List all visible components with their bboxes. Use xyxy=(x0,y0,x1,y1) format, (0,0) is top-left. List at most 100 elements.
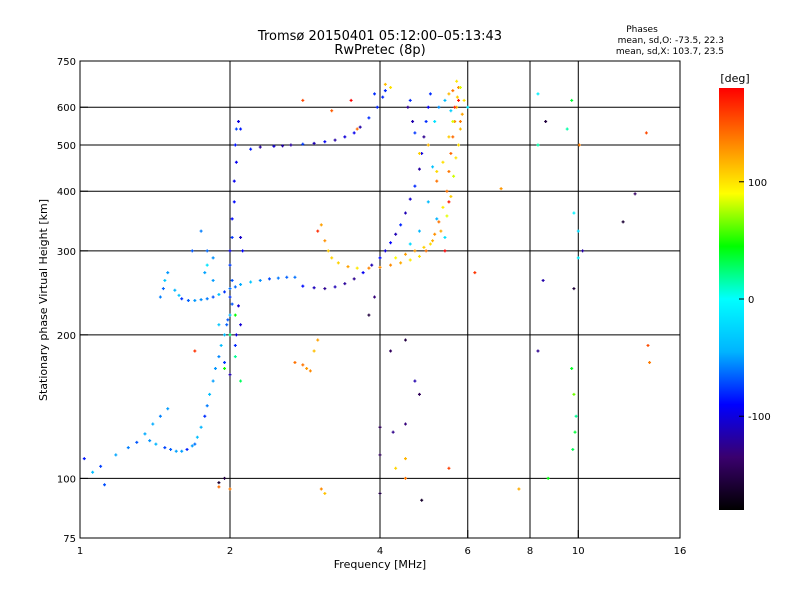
data-point xyxy=(233,343,237,347)
data-point xyxy=(316,229,320,233)
data-point xyxy=(389,349,393,353)
data-point xyxy=(403,252,407,256)
data-point xyxy=(301,284,305,288)
data-point xyxy=(454,156,458,160)
y-tick-label: 200 xyxy=(57,331,76,342)
data-point xyxy=(276,276,280,280)
data-point xyxy=(169,447,173,451)
data-point xyxy=(199,298,203,302)
data-point xyxy=(82,457,86,461)
data-point xyxy=(323,140,327,144)
data-point xyxy=(413,249,417,253)
data-point xyxy=(571,447,575,451)
data-point xyxy=(323,287,327,291)
data-point xyxy=(435,179,439,183)
y-tick-label: 500 xyxy=(57,141,76,152)
data-point xyxy=(205,263,209,267)
data-point xyxy=(228,333,232,337)
data-point xyxy=(417,254,421,258)
data-point xyxy=(399,223,403,227)
data-point xyxy=(223,476,227,480)
data-point xyxy=(239,323,243,327)
data-point xyxy=(443,235,447,239)
data-point xyxy=(234,160,238,164)
data-point xyxy=(312,286,316,290)
data-point xyxy=(316,338,320,342)
data-point xyxy=(411,120,415,124)
data-point xyxy=(333,138,337,142)
data-point xyxy=(239,127,243,131)
data-point xyxy=(451,135,455,139)
data-point xyxy=(234,333,238,337)
data-point xyxy=(233,313,237,317)
data-point xyxy=(217,485,221,489)
data-point xyxy=(408,242,412,246)
data-point xyxy=(103,483,107,487)
data-point xyxy=(536,143,540,147)
data-point xyxy=(541,278,545,282)
x-axis-label: Frequency [MHz] xyxy=(334,558,426,571)
x-tick-label: 1 xyxy=(77,546,83,557)
data-point xyxy=(417,392,421,396)
data-point xyxy=(228,249,232,253)
data-point xyxy=(177,293,181,297)
grid-lines xyxy=(80,61,680,538)
data-point xyxy=(166,271,170,275)
data-point xyxy=(236,120,240,124)
data-point xyxy=(293,275,297,279)
data-point xyxy=(217,323,221,327)
data-point xyxy=(228,263,232,267)
data-point xyxy=(190,444,194,448)
data-point xyxy=(217,481,221,485)
x-tick-label: 4 xyxy=(377,546,383,557)
data-point xyxy=(378,425,382,429)
data-point xyxy=(445,214,449,218)
colorbar: [deg] 100 0 -100 xyxy=(719,72,771,510)
data-point xyxy=(355,127,359,131)
data-point xyxy=(208,392,212,396)
data-point xyxy=(536,349,540,353)
y-tick-label: 100 xyxy=(57,474,76,485)
data-point xyxy=(572,211,576,215)
data-point xyxy=(378,453,382,457)
data-point xyxy=(312,141,316,145)
data-point xyxy=(161,287,165,291)
data-point xyxy=(232,179,236,183)
data-point xyxy=(367,313,371,317)
data-point xyxy=(435,217,439,221)
colorbar-label: [deg] xyxy=(720,72,749,85)
data-point xyxy=(99,464,103,468)
data-point xyxy=(308,369,312,373)
data-point xyxy=(343,135,347,139)
data-point xyxy=(447,200,451,204)
data-point xyxy=(185,447,189,451)
data-point xyxy=(458,85,462,89)
data-point xyxy=(403,476,407,480)
y-tick-label: 600 xyxy=(57,103,76,114)
data-point xyxy=(232,200,236,204)
y-tick-label: 75 xyxy=(63,534,76,545)
data-point xyxy=(180,297,184,301)
data-point xyxy=(223,333,227,337)
data-point xyxy=(517,487,521,491)
data-point xyxy=(223,290,227,294)
data-point xyxy=(258,145,262,149)
data-point xyxy=(394,256,398,260)
data-point xyxy=(217,355,221,359)
data-point xyxy=(249,147,253,151)
data-point xyxy=(285,275,289,279)
x-tick-label: 8 xyxy=(527,546,533,557)
data-point xyxy=(417,151,421,155)
data-point xyxy=(449,109,453,113)
data-point xyxy=(546,476,550,480)
data-point xyxy=(355,266,359,270)
data-point xyxy=(228,287,232,291)
data-point xyxy=(403,211,407,215)
data-point xyxy=(233,143,237,147)
data-point xyxy=(239,282,243,286)
data-point xyxy=(166,407,170,411)
data-point xyxy=(190,249,194,253)
data-point xyxy=(462,98,466,102)
data-point xyxy=(375,105,379,109)
data-point xyxy=(301,363,305,367)
